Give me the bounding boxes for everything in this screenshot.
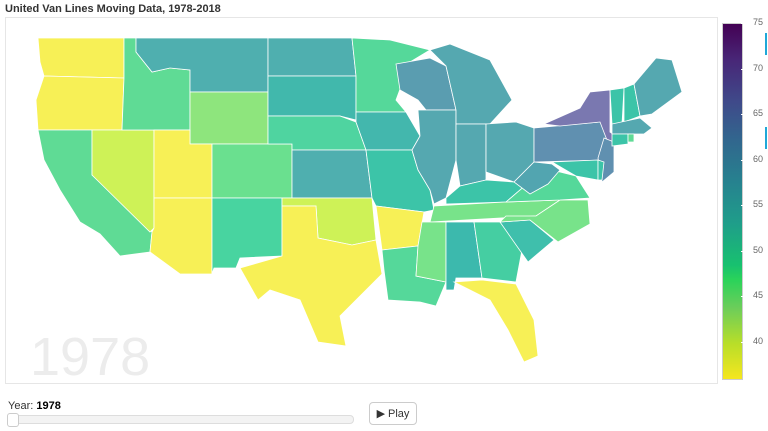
year-slider[interactable] [7, 413, 354, 427]
state-co[interactable] [211, 143, 293, 199]
colorbar-tick-label: 55 [753, 199, 764, 210]
colorbar-tick-label: 40 [753, 335, 764, 346]
state-me[interactable] [633, 57, 683, 117]
colorbar-tick [741, 250, 744, 252]
colorbar-tick [741, 341, 744, 343]
state-fl[interactable] [452, 279, 539, 363]
state-nd[interactable] [267, 37, 357, 77]
us-choropleth-map[interactable] [0, 0, 716, 385]
chart-title: United Van Lines Moving Data, 1978-2018 [5, 3, 221, 15]
play-icon: ▶ [376, 408, 386, 420]
state-ks[interactable] [291, 149, 373, 199]
state-ia[interactable] [355, 111, 421, 151]
year-slider-label: Year: 1978 [8, 400, 61, 412]
state-ga[interactable] [473, 221, 523, 283]
year-slider-thumb[interactable] [7, 413, 19, 427]
colorbar-tick [741, 159, 744, 161]
state-ms[interactable] [415, 221, 447, 283]
colorbar-tick [741, 114, 744, 116]
colorbar-tick [741, 68, 744, 70]
watermark-year: 1978 [30, 327, 151, 387]
colorbar [722, 23, 743, 380]
colorbar-tick [741, 205, 744, 207]
state-wa[interactable] [37, 37, 125, 79]
colorbar-tick [741, 296, 744, 298]
state-tx[interactable] [239, 205, 383, 347]
state-mn[interactable] [351, 37, 432, 113]
state-or[interactable] [35, 75, 125, 131]
colorbar-tick-label: 65 [753, 108, 764, 119]
state-ct[interactable] [611, 133, 629, 147]
play-button[interactable]: ▶ Play [369, 402, 417, 425]
colorbar-tick-label: 60 [753, 153, 764, 164]
play-label: Play [388, 407, 410, 420]
year-label-text: Year: [8, 400, 34, 412]
side-indicator [765, 127, 767, 149]
state-wy[interactable] [189, 91, 269, 145]
colorbar-tick [741, 23, 744, 24]
state-nc[interactable] [498, 199, 591, 243]
state-ma[interactable] [611, 117, 653, 135]
state-sd[interactable] [267, 75, 357, 121]
state-de[interactable] [597, 159, 605, 181]
year-value: 1978 [36, 400, 61, 412]
side-indicator [765, 33, 767, 55]
state-ar[interactable] [375, 205, 425, 251]
colorbar-tick-label: 75 [753, 17, 764, 27]
colorbar-tick-label: 50 [753, 244, 764, 255]
colorbar-tick-label: 70 [753, 62, 764, 73]
state-az[interactable] [149, 197, 213, 275]
state-vt[interactable] [609, 87, 625, 125]
state-in[interactable] [455, 123, 487, 187]
state-ri[interactable] [627, 133, 635, 143]
colorbar-tick-label: 45 [753, 290, 764, 301]
